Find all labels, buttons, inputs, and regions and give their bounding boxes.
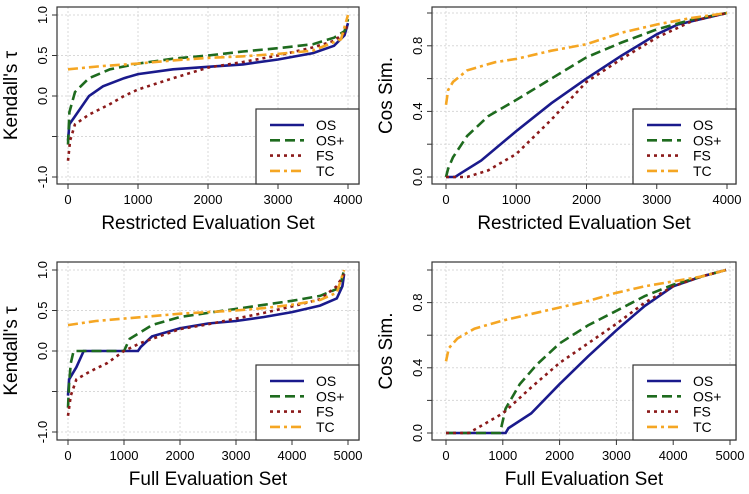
legend-label: OS+ [693, 132, 721, 148]
y-tick-label: -1.0 [35, 421, 50, 443]
legend-label: TC [316, 419, 335, 435]
y-tick-label: 0.4 [410, 359, 425, 377]
legend-label: OS [693, 373, 713, 389]
x-tick-label: 2000 [572, 192, 601, 207]
x-tick-label: 3000 [642, 192, 671, 207]
x-axis-label: Full Evaluation Set [505, 469, 664, 489]
series-line-os-plus [66, 269, 346, 408]
panel-4: 0 1000 2000 3000 4000 5000 0.0 0.4 0.8 Full Evalu… [376, 261, 745, 490]
x-tick-label: 0 [442, 448, 449, 463]
y-tick-label: 0.4 [410, 102, 425, 120]
series-line-os [66, 273, 346, 396]
legend-label: OS+ [316, 132, 344, 148]
panel-2: 0 1000 2000 3000 4000 0.0 0.4 0.8 Restricted Eva… [376, 6, 742, 234]
x-tick-label: 1000 [110, 448, 139, 463]
y-tick-label: 0.8 [410, 37, 425, 55]
legend-label: OS [316, 373, 336, 389]
x-tick-label: 3000 [222, 448, 251, 463]
legend-label: FS [316, 148, 334, 164]
x-tick-label: 1000 [502, 192, 531, 207]
x-axis-label: Restricted Evaluation Set [477, 213, 691, 234]
x-tick-label: 1000 [488, 448, 517, 463]
y-tick-label: 0.5 [35, 46, 50, 64]
series-line-tc [444, 268, 727, 362]
legend-label: OS [316, 117, 336, 133]
y-tick-label: 0.0 [35, 87, 50, 105]
x-tick-label: 2000 [194, 192, 223, 207]
x-tick-label: 4000 [713, 192, 742, 207]
legend-label: TC [693, 419, 712, 435]
series-line-os-plus [444, 11, 728, 178]
x-tick-label: 4000 [278, 448, 307, 463]
series-line-os [446, 11, 728, 179]
series-line-os [66, 22, 350, 141]
legend-label: OS+ [693, 388, 721, 404]
series-line-os-plus [66, 18, 350, 145]
legend-label: FS [693, 148, 711, 164]
x-tick-label: 3000 [602, 448, 631, 463]
y-tick-label: 0.0 [410, 424, 425, 442]
x-tick-label: 4000 [334, 192, 363, 207]
y-tick-label: 0.8 [410, 294, 425, 312]
x-tick-label: 0 [64, 448, 71, 463]
y-tick-label: -1.0 [35, 166, 50, 188]
series-line-tc [67, 269, 346, 327]
y-tick-label: 0.0 [410, 168, 425, 186]
y-axis-label: Cos Sim. [376, 312, 397, 389]
x-tick-label: 0 [442, 192, 449, 207]
legend-label: OS+ [316, 388, 344, 404]
y-tick-label: 0.0 [35, 342, 50, 360]
x-axis-label: Full Evaluation Set [129, 469, 288, 489]
x-tick-label: 5000 [716, 448, 745, 463]
x-tick-label: 1000 [124, 192, 153, 207]
series-line-tc [444, 11, 728, 105]
panel-3: 0 1000 2000 3000 4000 5000 1.0 0.5 0.0 -1.0 Full E… [1, 261, 363, 490]
plot-frame [431, 261, 737, 441]
y-tick-label: 1.0 [35, 261, 50, 279]
y-axis-label: Kendall's τ [1, 306, 22, 396]
x-tick-label: 4000 [659, 448, 688, 463]
series-line-fs [446, 268, 727, 435]
x-tick-label: 0 [64, 192, 71, 207]
x-axis-label: Restricted Evaluation Set [101, 213, 315, 234]
legend-label: OS [693, 117, 713, 133]
y-tick-label: 1.0 [35, 6, 50, 24]
y-axis-label: Cos Sim. [376, 57, 397, 134]
series-line-os-plus [446, 268, 727, 435]
legend-label: TC [316, 163, 335, 179]
series-line-tc [67, 14, 350, 71]
y-tick-label: 0.5 [35, 301, 50, 319]
x-tick-label: 2000 [166, 448, 195, 463]
legend-label: FS [693, 404, 711, 420]
x-tick-label: 3000 [264, 192, 293, 207]
legend-label: TC [693, 163, 712, 179]
x-tick-label: 2000 [545, 448, 574, 463]
series-line-fs [66, 22, 350, 161]
plot-frame [431, 6, 737, 185]
y-axis-label: Kendall's τ [1, 50, 22, 140]
legend-label: FS [316, 404, 334, 420]
x-tick-label: 5000 [334, 448, 363, 463]
panel-1: 0 1000 2000 3000 4000 1.0 0.5 0.0 -1.0 Restricted… [1, 6, 362, 234]
